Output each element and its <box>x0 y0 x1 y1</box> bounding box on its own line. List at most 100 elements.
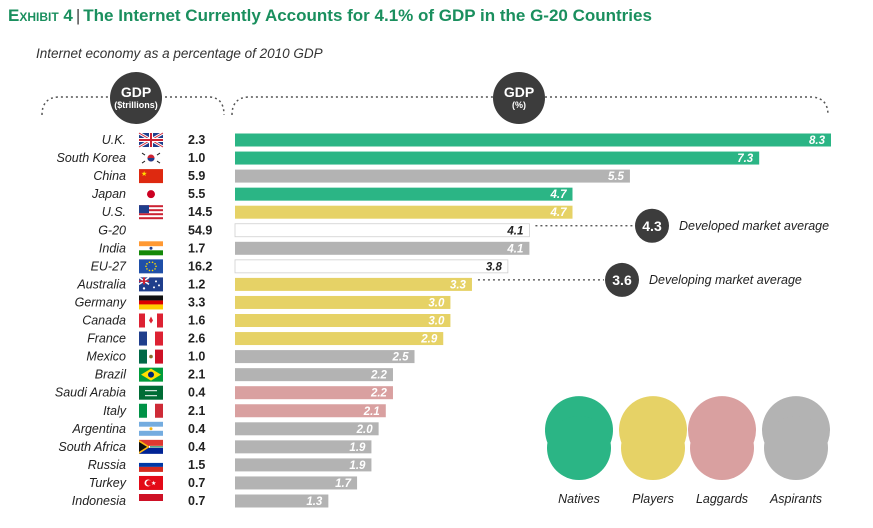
gdp-trillions-value: 1.7 <box>188 241 205 255</box>
chart-row-indonesia: Indonesia 0.7 1.3 <box>72 494 329 508</box>
country-label: Mexico <box>86 350 126 364</box>
bar-players <box>235 277 472 291</box>
gdp-trillions-value: 1.0 <box>188 350 205 364</box>
bar-value-label: 4.1 <box>506 243 523 255</box>
gdp-trillions-value: 1.0 <box>188 151 205 165</box>
country-label: China <box>93 169 126 183</box>
gdp-percent-badge-title: GDP <box>503 84 535 100</box>
bar-value-label: 2.5 <box>392 352 410 364</box>
title-separator: | <box>75 6 81 25</box>
gdp-trillions-value: 0.4 <box>188 422 205 436</box>
country-label: G-20 <box>98 223 126 237</box>
average-label: Developed market average <box>679 219 829 233</box>
bar-value-label: 3.0 <box>428 316 445 328</box>
bar-value-label: 3.8 <box>486 261 503 273</box>
bar-value-label: 3.0 <box>428 297 445 309</box>
gdp-trillions-value: 2.1 <box>188 368 205 382</box>
legend-label: Players <box>632 492 674 506</box>
country-label: Turkey <box>89 476 127 490</box>
average-badge <box>605 262 639 297</box>
chart-row-eu: EU-27 16.2 3.8 <box>91 259 509 274</box>
bar-players <box>235 314 451 327</box>
gdp-trillions-value: 0.7 <box>188 476 205 490</box>
bar-value-label: 7.3 <box>737 153 754 165</box>
bar-aspirants <box>235 241 530 255</box>
italy-flag-icon <box>139 403 166 418</box>
us-flag-icon <box>139 205 166 220</box>
legend-swatch-circle <box>690 416 754 480</box>
argentina-flag-icon <box>139 421 166 436</box>
legend-item-aspirants: Aspirants <box>761 396 830 506</box>
country-label: Canada <box>82 314 126 328</box>
chart-row-korea: South Korea 1.0 7.3 <box>57 151 760 166</box>
turkey-flag-icon: ★ <box>139 475 166 490</box>
chart-row-france: France 2.6 2.9 <box>87 331 444 346</box>
country-label: Brazil <box>95 368 127 382</box>
chart-row-japan: Japan 5.5 4.7 <box>91 187 573 202</box>
gdp-trillions-value: 3.3 <box>188 295 205 309</box>
bar-aspirants <box>235 368 393 382</box>
southafrica-flag-icon <box>139 439 166 454</box>
gdp-percent-bracket <box>231 96 829 116</box>
chart-row-brazil: Brazil 2.1 2.2 <box>95 367 393 382</box>
bar-aspirants <box>235 350 415 364</box>
chart-row-saudi: Saudi Arabia 0.4 2.2 <box>55 385 393 400</box>
bar-value-label: 1.9 <box>349 460 366 472</box>
bar-value-label: 2.2 <box>370 388 388 400</box>
bar-average <box>234 259 509 274</box>
gdp-trillions-bracket <box>41 96 225 116</box>
legend-item-players: Players <box>619 396 687 506</box>
mexico-flag-icon <box>139 349 166 364</box>
australia-flag-icon <box>138 276 166 292</box>
uk-flag-icon <box>138 131 166 149</box>
country-label: South Africa <box>58 440 126 454</box>
india-flag-icon <box>139 241 166 256</box>
gdp-trillions-badge-unit: ($trillions) <box>114 100 158 110</box>
average-marker-developed: 4.3 Developed market average <box>535 208 829 243</box>
bar-aspirants <box>235 169 630 183</box>
gdp-trillions-value: 14.5 <box>188 205 212 219</box>
country-label: U.S. <box>102 205 126 219</box>
average-value: 4.3 <box>642 218 662 234</box>
bar-players <box>235 332 444 346</box>
chart-row-china: China ★ 5.9 5.5 <box>93 169 630 184</box>
bar-laggards <box>235 386 393 400</box>
bar-natives <box>235 187 573 201</box>
average-value: 3.6 <box>612 272 632 288</box>
average-marker-developing: 3.6 Developing market average <box>477 262 802 297</box>
chart-row-argentina: Argentina 0.4 2.0 <box>71 421 379 436</box>
country-label: Italy <box>103 404 127 418</box>
gdp-trillions-value: 0.4 <box>188 386 205 400</box>
bar-value-label: 1.3 <box>306 496 323 508</box>
indonesia-flag-icon <box>139 494 166 508</box>
brazil-flag-icon <box>139 367 166 382</box>
russia-flag-icon <box>139 457 166 472</box>
bar-aspirants <box>235 476 358 490</box>
country-label: Russia <box>88 458 126 472</box>
legend-swatch-circle <box>764 416 828 480</box>
chart-subtitle: Internet economy as a percentage of 2010… <box>36 46 323 61</box>
gdp-trillions-value: 0.4 <box>188 440 205 454</box>
chart-row-southafrica: South Africa 0.4 1.9 <box>58 439 372 454</box>
gdp-trillions-value: 1.2 <box>188 277 205 291</box>
bar-natives <box>235 151 760 165</box>
legend-swatch-circle <box>621 416 685 480</box>
chart-row-mexico: Mexico 1.0 2.5 <box>86 349 415 364</box>
bar-value-label: 4.1 <box>506 225 523 237</box>
china-flag-icon: ★ <box>139 169 166 184</box>
chart-row-germany: Germany 3.3 3.0 <box>75 295 451 310</box>
gdp-trillions-value: 1.5 <box>188 458 205 472</box>
bar-value-label: 8.3 <box>809 135 826 147</box>
bar-players <box>235 205 573 219</box>
bar-value-label: 2.2 <box>370 370 388 382</box>
bar-average <box>234 223 530 238</box>
country-label: U.K. <box>102 133 126 147</box>
saudi-flag-icon <box>139 385 166 400</box>
chart-row-australia: Australia 1.2 3.3 <box>76 276 472 292</box>
korea-flag-icon <box>139 151 166 166</box>
chart-row-us: U.S. 14.5 4.7 <box>102 205 573 220</box>
bar-aspirants <box>235 422 379 436</box>
gdp-trillions-value: 5.5 <box>188 187 205 201</box>
country-label: Saudi Arabia <box>55 386 126 400</box>
gdp-trillions-value: 2.6 <box>188 332 205 346</box>
